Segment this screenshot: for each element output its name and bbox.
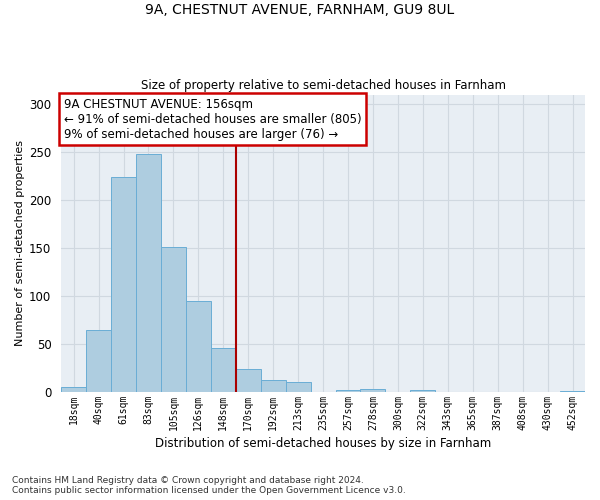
Bar bbox=[286, 382, 311, 392]
Bar bbox=[361, 389, 385, 392]
Bar bbox=[111, 177, 136, 392]
Bar bbox=[161, 247, 186, 392]
X-axis label: Distribution of semi-detached houses by size in Farnham: Distribution of semi-detached houses by … bbox=[155, 437, 491, 450]
Title: Size of property relative to semi-detached houses in Farnham: Size of property relative to semi-detach… bbox=[140, 79, 506, 92]
Bar bbox=[236, 369, 261, 392]
Bar bbox=[560, 391, 585, 392]
Bar bbox=[261, 380, 286, 392]
Bar bbox=[410, 390, 436, 392]
Text: 9A CHESTNUT AVENUE: 156sqm
← 91% of semi-detached houses are smaller (805)
9% of: 9A CHESTNUT AVENUE: 156sqm ← 91% of semi… bbox=[64, 98, 361, 140]
Text: 9A, CHESTNUT AVENUE, FARNHAM, GU9 8UL: 9A, CHESTNUT AVENUE, FARNHAM, GU9 8UL bbox=[145, 2, 455, 16]
Bar bbox=[61, 387, 86, 392]
Bar bbox=[186, 301, 211, 392]
Y-axis label: Number of semi-detached properties: Number of semi-detached properties bbox=[15, 140, 25, 346]
Bar bbox=[86, 330, 111, 392]
Text: Contains HM Land Registry data © Crown copyright and database right 2024.
Contai: Contains HM Land Registry data © Crown c… bbox=[12, 476, 406, 495]
Bar bbox=[335, 390, 361, 392]
Bar bbox=[211, 348, 236, 392]
Bar bbox=[136, 154, 161, 392]
